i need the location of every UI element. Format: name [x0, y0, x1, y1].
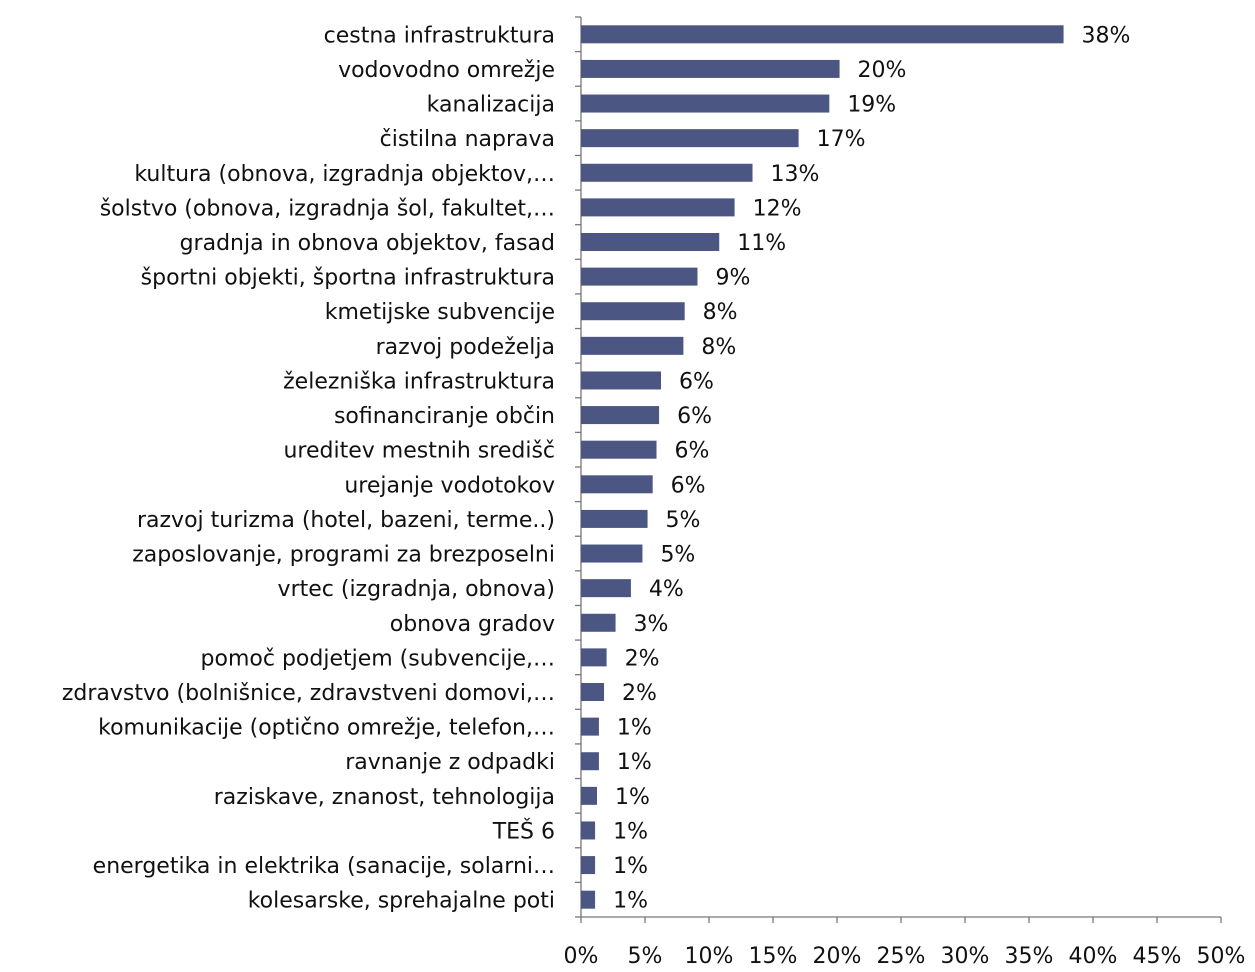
category-label: ravnanje z odpadki — [345, 750, 555, 775]
value-label: 2% — [622, 681, 657, 706]
bar — [581, 440, 657, 459]
category-label: kolesarske, sprehajalne poti — [248, 889, 555, 914]
x-tick-label: 0% — [564, 944, 599, 969]
bar — [581, 579, 631, 598]
bar — [581, 786, 597, 805]
category-label: sofinanciranje občin — [334, 404, 555, 429]
category-label: razvoj podeželja — [376, 335, 555, 360]
x-tick-label: 10% — [685, 944, 734, 969]
bar — [581, 59, 840, 78]
category-label: čistilna naprava — [380, 127, 555, 152]
x-tick-label: 45% — [1133, 944, 1182, 969]
x-tick-label: 40% — [1069, 944, 1118, 969]
value-label: 20% — [858, 58, 907, 83]
category-label: obnova gradov — [390, 612, 555, 637]
value-label: 19% — [847, 93, 896, 118]
value-label: 9% — [715, 266, 750, 291]
category-label: kanalizacija — [427, 93, 555, 118]
bar — [581, 613, 616, 632]
value-label: 4% — [649, 577, 684, 602]
category-label: zaposlovanje, programi za brezposelni — [132, 543, 555, 568]
category-label: cestna infrastruktura — [324, 23, 555, 48]
category-label: gradnja in obnova objektov, fasad — [180, 231, 555, 256]
value-label: 38% — [1082, 23, 1131, 48]
x-tick-label: 25% — [877, 944, 926, 969]
value-label: 6% — [677, 404, 712, 429]
value-label: 5% — [660, 543, 695, 568]
bar — [581, 198, 735, 217]
bar — [581, 267, 698, 286]
category-label: vrtec (izgradnja, obnova) — [278, 577, 555, 602]
bar — [581, 509, 648, 528]
bar — [581, 890, 596, 909]
category-label: komunikacije (optično omrežje, telefon,… — [98, 716, 555, 741]
category-label: TEŠ 6 — [492, 818, 555, 844]
category-label: ureditev mestnih središč — [283, 439, 555, 464]
category-label: kultura (obnova, izgradnja objektov,… — [134, 162, 555, 187]
category-label: vodovodno omrežje — [338, 58, 555, 83]
category-label: športni objekti, športna infrastruktura — [141, 266, 555, 291]
value-label: 2% — [625, 646, 660, 671]
bar — [581, 336, 684, 355]
value-label: 1% — [613, 889, 648, 914]
value-label: 8% — [701, 335, 736, 360]
value-label: 3% — [634, 612, 669, 637]
category-label: kmetijske subvencije — [325, 300, 555, 325]
x-tick-label: 15% — [749, 944, 798, 969]
bar — [581, 717, 599, 736]
value-label: 6% — [675, 439, 710, 464]
value-label: 1% — [615, 785, 650, 810]
x-tick-label: 20% — [813, 944, 862, 969]
value-label: 6% — [671, 473, 706, 498]
category-label: razvoj turizma (hotel, bazeni, terme..) — [137, 508, 555, 533]
bar — [581, 25, 1064, 44]
x-tick-label: 5% — [628, 944, 663, 969]
bar — [581, 544, 643, 563]
value-label: 1% — [617, 716, 652, 741]
value-label: 11% — [737, 231, 786, 256]
bar — [581, 233, 720, 251]
category-label: pomoč podjetjem (subvencije,… — [201, 646, 555, 671]
value-label: 12% — [753, 196, 802, 221]
category-label: energetika in elektrika (sanacije, solar… — [93, 854, 555, 879]
category-label: železniška infrastruktura — [283, 369, 555, 394]
bar — [581, 683, 605, 701]
bar — [581, 648, 607, 667]
bar — [581, 302, 685, 321]
value-label: 1% — [613, 819, 648, 844]
value-label: 1% — [613, 854, 648, 879]
bar — [581, 371, 661, 390]
value-label: 1% — [617, 750, 652, 775]
bar — [581, 821, 596, 840]
category-label: zdravstvo (bolnišnice, zdravstveni domov… — [62, 681, 555, 706]
value-label: 17% — [817, 127, 866, 152]
bar — [581, 163, 753, 182]
bar — [581, 856, 596, 875]
category-label: urejanje vodotokov — [344, 473, 555, 498]
bar — [581, 752, 599, 771]
bar — [581, 475, 653, 494]
bar — [581, 94, 830, 113]
value-label: 13% — [771, 162, 820, 187]
value-label: 8% — [703, 300, 738, 325]
bar — [581, 406, 660, 425]
x-tick-label: 30% — [941, 944, 990, 969]
x-tick-label: 50% — [1197, 944, 1246, 969]
bar — [581, 129, 799, 148]
value-label: 6% — [679, 369, 714, 394]
category-label: šolstvo (obnova, izgradnja šol, fakultet… — [100, 196, 555, 221]
x-tick-label: 35% — [1005, 944, 1054, 969]
category-label: raziskave, znanost, tehnologija — [214, 785, 555, 810]
value-label: 5% — [666, 508, 701, 533]
